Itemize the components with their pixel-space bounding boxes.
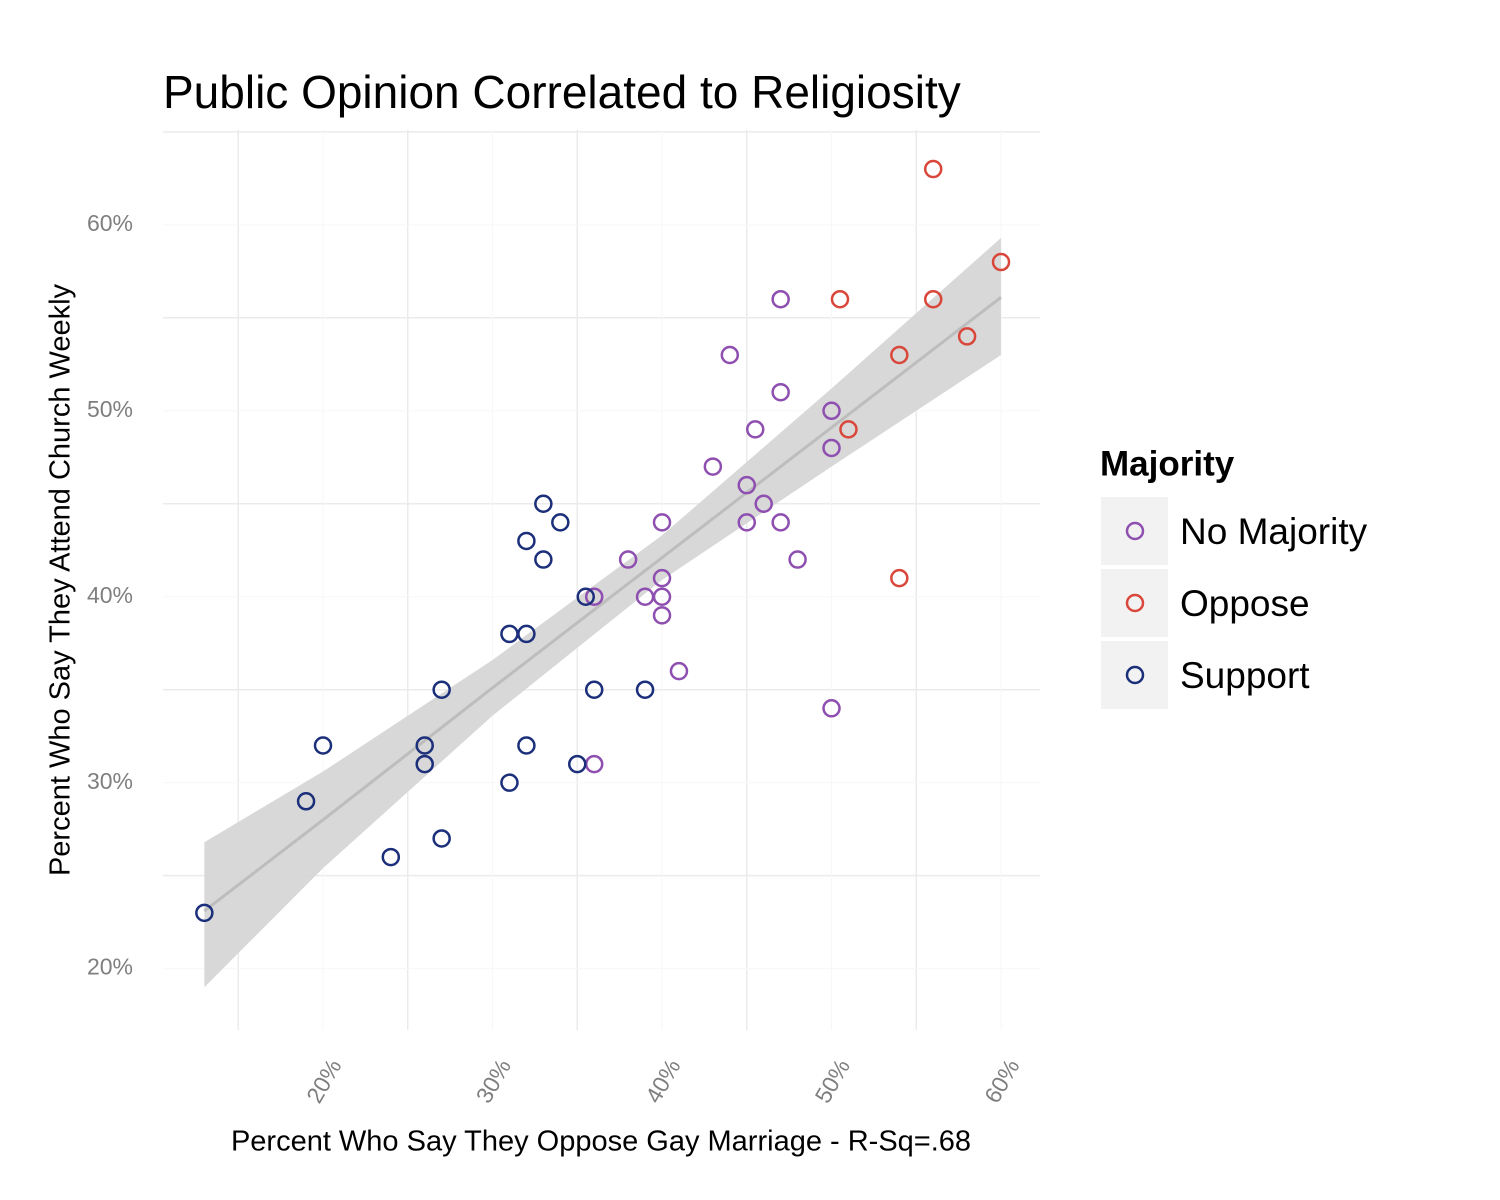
- point: [771, 382, 790, 402]
- point: [652, 568, 672, 588]
- point: [415, 754, 434, 774]
- point: [500, 624, 519, 644]
- y-axis-label: Percent Who Say They Attend Church Weekl…: [45, 283, 77, 876]
- point: [771, 513, 790, 532]
- point: [534, 550, 553, 569]
- y-tick-label: 40%: [87, 582, 133, 608]
- point: [652, 587, 672, 606]
- point: [788, 550, 807, 569]
- trend-line: [203, 296, 1002, 913]
- point: [923, 289, 943, 309]
- legend-label: Support: [1180, 655, 1310, 696]
- x-tick-label: 50%: [810, 1055, 856, 1108]
- point: [517, 736, 536, 755]
- point: [652, 513, 672, 532]
- point: [890, 345, 909, 365]
- legend-key: [1101, 497, 1168, 565]
- point: [652, 606, 672, 625]
- x-tick-label: 60%: [979, 1055, 1025, 1108]
- point: [415, 736, 434, 755]
- point: [584, 754, 604, 774]
- point: [313, 736, 333, 755]
- point: [576, 587, 595, 606]
- x-tick-label: 30%: [471, 1055, 517, 1108]
- point: [669, 661, 689, 681]
- point: [551, 513, 570, 532]
- point: [839, 420, 858, 439]
- point: [822, 401, 841, 421]
- point: [822, 699, 841, 718]
- point: [720, 345, 740, 365]
- point: [830, 289, 850, 309]
- point: [754, 494, 773, 514]
- legend-label: Oppose: [1180, 583, 1310, 624]
- point: [381, 847, 401, 867]
- point: [737, 475, 757, 495]
- legend-title: Majority: [1100, 444, 1235, 483]
- point: [991, 252, 1011, 272]
- point: [957, 327, 977, 346]
- point: [517, 531, 536, 551]
- point: [517, 624, 536, 644]
- y-tick-label: 50%: [87, 396, 133, 422]
- point: [890, 568, 909, 588]
- confidence-band: [204, 237, 1002, 988]
- point: [618, 550, 638, 569]
- point: [195, 903, 214, 923]
- legend-symbol: [1125, 521, 1145, 541]
- point: [534, 494, 553, 514]
- point: [703, 457, 723, 476]
- y-tick-label: 30%: [87, 768, 133, 794]
- point: [296, 792, 316, 811]
- legend-label: No Majority: [1180, 511, 1368, 552]
- legend-key: [1101, 569, 1168, 637]
- legend-symbol: [1125, 665, 1145, 685]
- x-axis-label: Percent Who Say They Oppose Gay Marriage…: [231, 1126, 971, 1158]
- chart-title: Public Opinion Correlated to Religiosity: [163, 66, 961, 118]
- point: [923, 159, 943, 179]
- point: [432, 680, 451, 699]
- point: [635, 680, 655, 699]
- point: [822, 438, 841, 458]
- point: [745, 420, 765, 439]
- point: [584, 587, 604, 606]
- point: [737, 513, 757, 532]
- point: [568, 754, 587, 774]
- y-tick-label: 60%: [87, 210, 133, 236]
- point: [771, 289, 790, 309]
- point: [584, 680, 604, 699]
- point: [500, 773, 519, 792]
- x-tick-label: 40%: [640, 1055, 686, 1108]
- x-tick-label: 20%: [301, 1055, 347, 1108]
- legend-symbol: [1125, 593, 1145, 613]
- y-tick-label: 20%: [87, 954, 133, 980]
- point: [432, 829, 451, 848]
- legend-key: [1101, 641, 1168, 709]
